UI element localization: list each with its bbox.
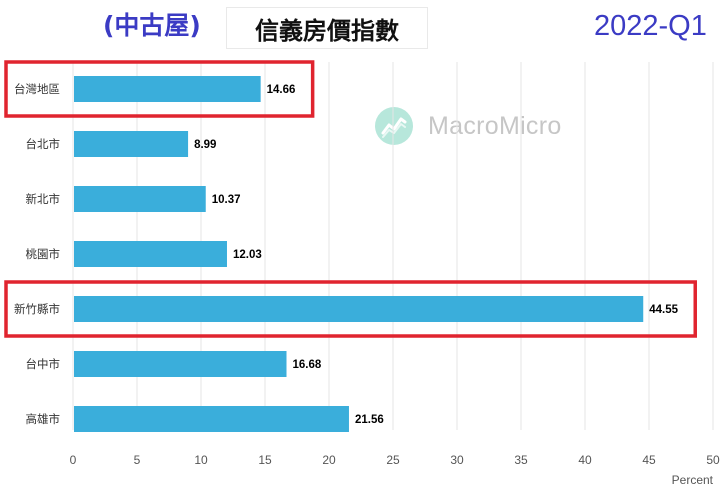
value-label: 12.03 (233, 249, 262, 261)
category-label: 台北市 (26, 137, 61, 151)
category-label: 新北市 (26, 192, 61, 206)
category-label: 台中市 (26, 357, 61, 371)
x-tick-label: 15 (258, 453, 272, 467)
period-label: 2022-Q1 (594, 10, 707, 42)
bar (74, 76, 261, 102)
macromicro-logo-icon (375, 107, 413, 145)
bar (74, 296, 644, 322)
bar (74, 406, 349, 432)
bar (74, 241, 227, 267)
x-tick-label: 35 (514, 453, 528, 467)
value-label: 44.55 (649, 304, 678, 316)
watermark-text: MacroMicro (428, 111, 562, 140)
bar (74, 351, 287, 377)
value-label: 21.56 (355, 414, 384, 426)
x-tick-label: 45 (642, 453, 656, 467)
x-tick-label: 25 (386, 453, 400, 467)
x-tick-label: 0 (70, 453, 77, 467)
value-label: 14.66 (267, 84, 296, 96)
value-label: 16.68 (293, 359, 322, 371)
highlight-box (4, 60, 315, 118)
bar (74, 131, 189, 157)
x-tick-label: 50 (706, 453, 720, 467)
x-tick-label: 30 (450, 453, 464, 467)
x-tick-label: 20 (322, 453, 336, 467)
x-tick-label: 40 (578, 453, 592, 467)
value-label: 10.37 (212, 194, 241, 206)
x-tick-label: 5 (134, 453, 141, 467)
category-label: 高雄市 (26, 412, 61, 426)
watermark: MacroMicro (374, 106, 562, 146)
value-label: 8.99 (194, 139, 216, 151)
highlight-box (4, 280, 697, 338)
x-axis-label: Percent (672, 473, 714, 487)
category-label: 新竹縣市 (14, 302, 60, 316)
chart-title: 信義房價指數 (226, 7, 428, 49)
category-label: 桃園市 (26, 247, 61, 261)
bar (74, 186, 206, 212)
chart-subtitle: (中古屋) (103, 11, 201, 40)
x-tick-label: 10 (194, 453, 208, 467)
category-label: 台灣地區 (14, 82, 60, 96)
